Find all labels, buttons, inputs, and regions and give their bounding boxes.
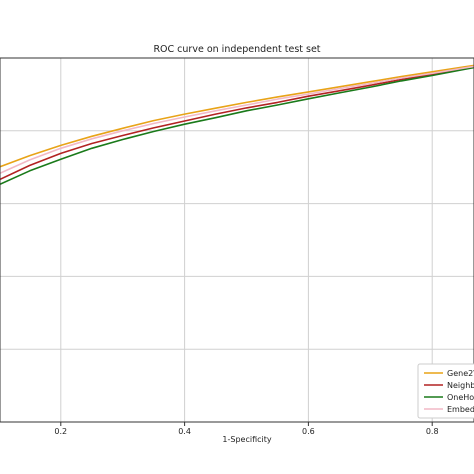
x-axis-label: 1-Specificity (222, 435, 271, 444)
plot-frame (0, 57, 474, 423)
x-tick-label: 0.6 (302, 427, 315, 436)
grid (0, 58, 474, 422)
series-line-gene2ve (0, 64, 474, 168)
series-line-neighb (0, 66, 474, 181)
legend-label: Gene2Ve (447, 369, 474, 378)
chart-title: ROC curve on independent test set (153, 44, 320, 55)
x-axis-ticks: 0.2 0.4 0.6 0.8 (54, 422, 439, 436)
x-tick-label: 0.2 (54, 427, 67, 436)
legend: Gene2Ve Neighb OneHo Embed (417, 363, 474, 419)
series-line-oneho (0, 66, 474, 186)
x-tick-label: 0.8 (426, 427, 439, 436)
legend-label: OneHo (447, 393, 474, 402)
series-line-embed (0, 65, 474, 175)
series-lines (0, 64, 474, 186)
legend-label: Neighb (447, 381, 474, 390)
x-tick-label: 0.4 (178, 427, 191, 436)
legend-box (417, 363, 474, 419)
legend-label: Embed (447, 405, 474, 414)
